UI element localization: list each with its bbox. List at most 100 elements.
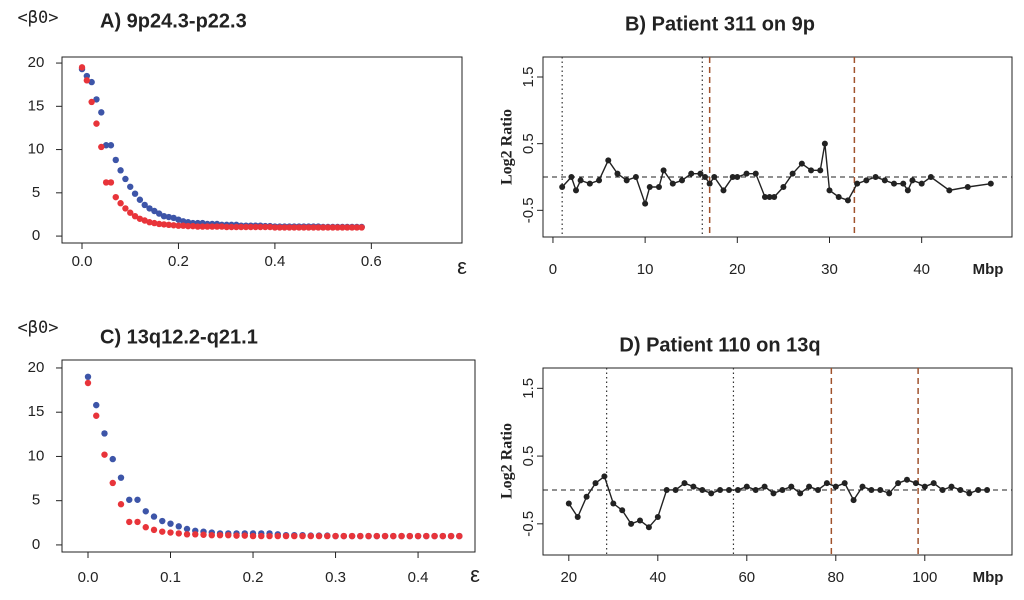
point	[310, 224, 317, 231]
point	[348, 532, 356, 540]
plot-frame	[542, 367, 1013, 556]
plot-frame	[542, 56, 1013, 238]
point	[672, 486, 679, 493]
x-tick-label: 20	[560, 569, 577, 586]
point	[141, 217, 148, 224]
point	[136, 196, 144, 203]
point	[290, 224, 298, 231]
x-tick-label: 0.0	[72, 253, 93, 270]
point	[743, 483, 750, 490]
point	[324, 224, 332, 231]
x-tick-label: 0.2	[243, 569, 264, 586]
point	[859, 483, 866, 490]
point	[136, 215, 144, 222]
y-tick-label: 5	[32, 492, 40, 509]
point	[761, 194, 768, 200]
point	[918, 180, 925, 187]
y-tick-label: 0	[32, 227, 40, 244]
point	[126, 518, 133, 526]
y-tick-label: 5	[32, 184, 40, 201]
point	[939, 486, 946, 493]
x-tick-label: 0	[549, 261, 557, 278]
point	[307, 532, 314, 540]
point	[141, 201, 148, 209]
point	[583, 493, 590, 500]
y-tick-label: 15	[28, 403, 45, 420]
point	[610, 500, 617, 507]
point	[814, 486, 821, 493]
point	[586, 180, 593, 187]
point	[329, 224, 336, 231]
point	[167, 520, 174, 527]
point	[565, 500, 572, 507]
point	[868, 486, 875, 493]
point	[344, 224, 351, 231]
point	[127, 209, 134, 216]
point	[334, 224, 341, 231]
point	[183, 525, 191, 533]
point	[98, 109, 105, 116]
point	[841, 480, 848, 487]
point	[266, 223, 274, 231]
x-tick-label: 0.2	[168, 253, 189, 270]
y-tick-label: -0.5	[520, 511, 537, 537]
point	[159, 528, 166, 535]
point	[619, 507, 626, 514]
point	[216, 531, 224, 539]
y-tick-label: 15	[28, 97, 45, 114]
data-line	[561, 143, 991, 207]
point	[107, 179, 115, 186]
x-tick-label: 30	[821, 261, 838, 278]
point	[398, 532, 405, 540]
point	[175, 216, 182, 223]
point	[966, 490, 973, 497]
point	[170, 214, 177, 222]
point	[734, 174, 741, 180]
point	[150, 526, 158, 534]
point	[423, 532, 430, 540]
y-axis-label: Log2 Ratio	[499, 423, 516, 499]
point	[291, 532, 298, 540]
point	[681, 480, 688, 487]
point	[984, 486, 991, 493]
point	[568, 174, 575, 180]
point	[823, 480, 830, 487]
point	[150, 513, 158, 520]
point	[904, 187, 911, 194]
point	[771, 194, 778, 200]
point	[213, 223, 221, 230]
point	[175, 222, 182, 229]
point	[895, 480, 902, 487]
point	[725, 486, 732, 493]
point	[194, 223, 201, 230]
point	[122, 205, 129, 212]
point	[832, 483, 839, 490]
point	[146, 219, 153, 226]
point	[315, 532, 323, 540]
point	[199, 223, 206, 230]
y-tick-label: 1.5	[520, 378, 537, 399]
x-tick-label: 100	[912, 569, 937, 586]
point	[282, 532, 290, 540]
point	[131, 212, 139, 220]
point	[151, 219, 158, 227]
point	[414, 532, 422, 540]
point	[697, 170, 704, 177]
point	[180, 222, 187, 229]
point	[357, 532, 364, 540]
point	[332, 532, 339, 540]
x-axis-label: ε	[470, 562, 480, 587]
point	[752, 486, 759, 493]
point	[286, 224, 293, 231]
point	[117, 200, 124, 207]
x-axis-label: Mbp	[973, 261, 1004, 278]
point	[170, 222, 177, 229]
point	[663, 486, 670, 493]
point	[155, 220, 163, 228]
point	[274, 532, 281, 540]
point	[456, 532, 463, 540]
point	[107, 142, 115, 149]
point	[645, 524, 652, 531]
point	[98, 143, 105, 151]
